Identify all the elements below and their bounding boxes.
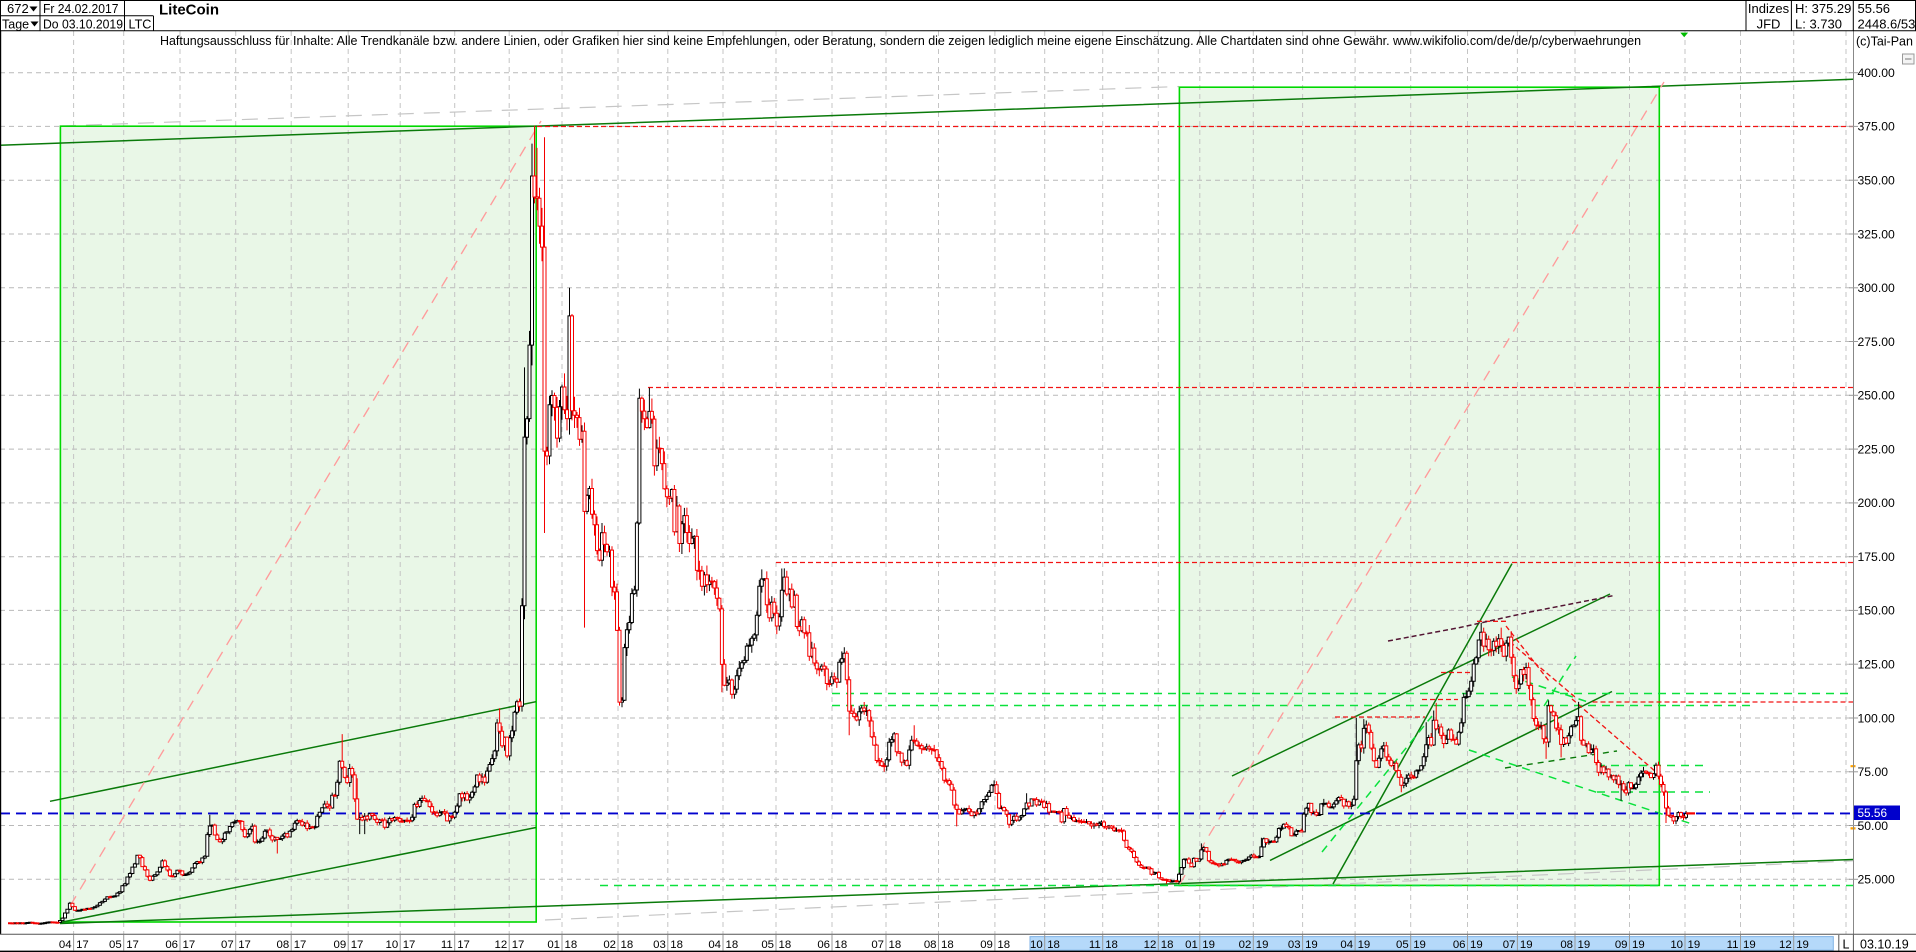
svg-text:02: 02 — [603, 939, 616, 951]
svg-text:06: 06 — [165, 939, 178, 951]
svg-text:08: 08 — [277, 939, 290, 951]
svg-text:55.56: 55.56 — [1858, 806, 1888, 820]
svg-text:18: 18 — [1105, 939, 1118, 951]
svg-text:04: 04 — [1340, 939, 1353, 951]
svg-text:05: 05 — [1396, 939, 1409, 951]
svg-text:2448.6/53: 2448.6/53 — [1858, 17, 1916, 32]
svg-text:19: 19 — [1743, 939, 1756, 951]
svg-text:19: 19 — [1470, 939, 1483, 951]
svg-text:19: 19 — [1520, 939, 1533, 951]
svg-text:18: 18 — [779, 939, 792, 951]
svg-text:17: 17 — [76, 939, 89, 951]
svg-text:10: 10 — [386, 939, 399, 951]
svg-text:12: 12 — [1144, 939, 1157, 951]
svg-text:04: 04 — [708, 939, 721, 951]
svg-text:17: 17 — [183, 939, 196, 951]
svg-text:18: 18 — [1047, 939, 1060, 951]
svg-text:18: 18 — [1161, 939, 1174, 951]
svg-text:06: 06 — [1453, 939, 1466, 951]
svg-text:12: 12 — [1779, 939, 1792, 951]
svg-text:10: 10 — [1670, 939, 1683, 951]
svg-text:17: 17 — [351, 939, 364, 951]
svg-text:17: 17 — [403, 939, 416, 951]
svg-text:02: 02 — [1239, 939, 1252, 951]
svg-text:JFD: JFD — [1757, 17, 1781, 32]
svg-text:11: 11 — [1089, 939, 1101, 951]
svg-text:L: 3.730: L: 3.730 — [1795, 17, 1842, 32]
svg-text:17: 17 — [294, 939, 307, 951]
svg-text:275.00: 275.00 — [1858, 335, 1895, 349]
svg-text:18: 18 — [726, 939, 739, 951]
svg-text:08: 08 — [1560, 939, 1573, 951]
svg-text:350.00: 350.00 — [1858, 174, 1895, 188]
svg-text:Fr 24.02.2017: Fr 24.02.2017 — [43, 2, 119, 16]
svg-text:375.00: 375.00 — [1858, 120, 1895, 134]
svg-text:09: 09 — [980, 939, 993, 951]
svg-text:225.00: 225.00 — [1858, 442, 1895, 456]
svg-text:12: 12 — [495, 939, 508, 951]
svg-text:(c)Tai-Pan: (c)Tai-Pan — [1856, 35, 1913, 49]
svg-text:19: 19 — [1358, 939, 1371, 951]
svg-text:01: 01 — [1185, 939, 1198, 951]
svg-text:03.10.19: 03.10.19 — [1860, 938, 1909, 952]
svg-text:175.00: 175.00 — [1858, 550, 1895, 564]
svg-text:09: 09 — [1615, 939, 1628, 951]
svg-text:11: 11 — [441, 939, 453, 951]
svg-text:Do 03.10.2019: Do 03.10.2019 — [43, 18, 123, 32]
svg-text:200.00: 200.00 — [1858, 496, 1895, 510]
svg-text:19: 19 — [1632, 939, 1645, 951]
svg-text:17: 17 — [512, 939, 525, 951]
svg-text:17: 17 — [126, 939, 139, 951]
svg-text:06: 06 — [817, 939, 830, 951]
svg-text:18: 18 — [997, 939, 1010, 951]
svg-text:03: 03 — [653, 939, 666, 951]
svg-text:75.00: 75.00 — [1858, 765, 1889, 779]
svg-text:07: 07 — [221, 939, 234, 951]
svg-text:LTC: LTC — [129, 18, 152, 32]
svg-text:Tage: Tage — [2, 18, 29, 32]
svg-text:Haftungsausschluss für Inhalte: Haftungsausschluss für Inhalte: Alle Tre… — [160, 33, 1641, 48]
svg-text:07: 07 — [871, 939, 884, 951]
svg-text:03: 03 — [1288, 939, 1301, 951]
svg-text:19: 19 — [1256, 939, 1269, 951]
svg-text:400.00: 400.00 — [1858, 66, 1895, 80]
svg-text:07: 07 — [1503, 939, 1516, 951]
svg-text:325.00: 325.00 — [1858, 227, 1895, 241]
svg-text:05: 05 — [761, 939, 774, 951]
svg-text:19: 19 — [1305, 939, 1318, 951]
svg-text:09: 09 — [334, 939, 347, 951]
svg-text:08: 08 — [924, 939, 937, 951]
svg-text:LiteCoin: LiteCoin — [159, 2, 219, 19]
svg-text:18: 18 — [621, 939, 634, 951]
svg-text:125.00: 125.00 — [1858, 658, 1895, 672]
svg-text:Indizes: Indizes — [1748, 1, 1790, 16]
svg-text:19: 19 — [1688, 939, 1701, 951]
svg-text:01: 01 — [547, 939, 560, 951]
svg-text:05: 05 — [109, 939, 122, 951]
svg-text:19: 19 — [1202, 939, 1215, 951]
svg-text:18: 18 — [835, 939, 848, 951]
svg-text:17: 17 — [457, 939, 470, 951]
svg-text:19: 19 — [1578, 939, 1591, 951]
svg-text:10: 10 — [1030, 939, 1043, 951]
svg-text:55.56: 55.56 — [1858, 1, 1891, 16]
svg-text:19: 19 — [1413, 939, 1426, 951]
svg-text:18: 18 — [565, 939, 578, 951]
svg-text:150.00: 150.00 — [1858, 604, 1895, 618]
svg-text:18: 18 — [941, 939, 954, 951]
svg-text:18: 18 — [670, 939, 683, 951]
svg-text:50.00: 50.00 — [1858, 819, 1889, 833]
svg-text:100.00: 100.00 — [1858, 711, 1895, 725]
svg-text:H: 375.29: H: 375.29 — [1795, 1, 1851, 16]
svg-text:L: L — [1843, 938, 1850, 952]
svg-text:17: 17 — [238, 939, 251, 951]
svg-text:672: 672 — [7, 1, 29, 16]
svg-text:18: 18 — [889, 939, 902, 951]
svg-text:300.00: 300.00 — [1858, 281, 1895, 295]
svg-text:04: 04 — [59, 939, 72, 951]
svg-text:250.00: 250.00 — [1858, 389, 1895, 403]
svg-text:11: 11 — [1727, 939, 1739, 951]
svg-text:25.000: 25.000 — [1858, 873, 1895, 887]
svg-text:19: 19 — [1796, 939, 1809, 951]
